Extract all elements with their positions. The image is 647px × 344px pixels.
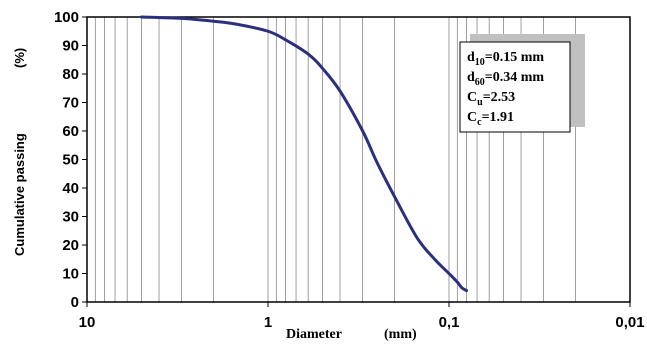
x-axis-title: Diameter (286, 327, 342, 342)
y-tick-label: 90 (62, 38, 79, 55)
legend-text-line: d10=0.15 mm (467, 50, 544, 68)
y-tick-label: 50 (62, 152, 79, 169)
series-line (139, 15, 469, 293)
y-tick-label: 20 (62, 237, 79, 254)
y-tick-label: 70 (62, 95, 79, 112)
y-tick-label: 0 (71, 294, 79, 311)
legend-box: d10=0.15 mm d60=0.34 mm Cu=2.53 Cc=1.91 (459, 34, 585, 133)
y-tick-label: 100 (54, 9, 79, 26)
legend-frame (459, 41, 571, 133)
legend-text-line: d60=0.34 mm (467, 70, 544, 88)
gridlines (94, 17, 576, 302)
legend-text-line: Cc=1.91 (467, 110, 514, 128)
y-tick-label: 60 (62, 123, 79, 140)
x-axis-unit: (mm) (384, 327, 417, 342)
x-tick-label: 0,01 (615, 314, 644, 331)
y-tick-label: 10 (62, 266, 79, 283)
legend-text-line: Cu=2.53 (467, 90, 515, 108)
y-axis-title: Cumulative passing (12, 133, 27, 256)
y-axis-ticks: 0 10 20 30 40 50 60 70 80 90 100 (54, 9, 87, 311)
y-tick-label: 40 (62, 180, 79, 197)
x-tick-label: 10 (79, 314, 96, 331)
y-tick-label: 80 (62, 66, 79, 83)
series-layer (139, 15, 469, 293)
x-tick-label: 1 (264, 314, 272, 331)
legend-text-lines: d10=0.15 mm d60=0.34 mm Cu=2.53 Cc=1.91 (467, 50, 544, 128)
x-tick-label: 0,1 (439, 314, 460, 331)
y-axis-unit: (%) (12, 48, 27, 68)
y-tick-label: 30 (62, 209, 79, 226)
x-axis-ticks: 10 1 0,1 0,01 (79, 302, 645, 331)
